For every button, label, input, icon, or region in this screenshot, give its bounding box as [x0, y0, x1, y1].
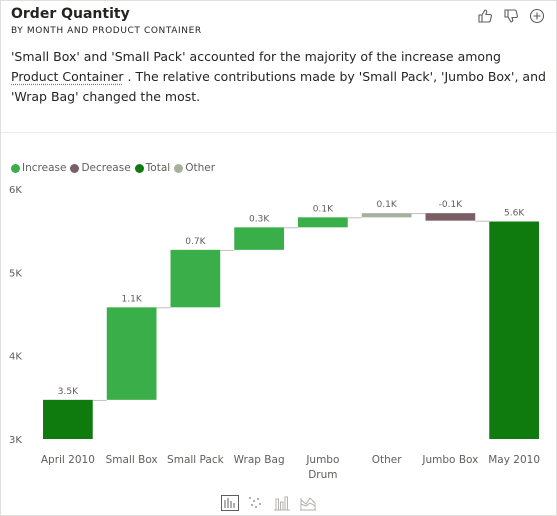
legend-dot-other	[174, 163, 184, 173]
data-label: 5.6K	[504, 209, 525, 219]
legend-label-increase: Increase	[22, 162, 67, 174]
visual-subtitle: BY MONTH AND PRODUCT CONTAINER	[11, 26, 202, 36]
waterfall-bar[interactable]	[425, 213, 476, 221]
section-divider	[1, 132, 556, 133]
x-tick-label: Jumbo Box	[421, 454, 478, 466]
legend-label-total: Total	[145, 162, 171, 174]
y-tick-label: 5K	[9, 268, 22, 279]
waterfall-bar[interactable]	[106, 307, 157, 400]
x-tick-label: Small Box	[106, 454, 158, 466]
product-container-link[interactable]: Product Container	[11, 69, 124, 84]
x-tick-label: April 2010	[41, 454, 95, 466]
legend-dot-increase	[11, 163, 20, 173]
legend-item-decrease[interactable]: Decrease	[70, 162, 131, 174]
data-label: 0.7K	[185, 237, 206, 247]
scatter-chart-icon[interactable]	[246, 494, 266, 512]
visual-header-actions	[476, 7, 546, 25]
waterfall-bar[interactable]	[170, 249, 221, 308]
waterfall-bar[interactable]	[234, 227, 284, 250]
chart-legend: Increase Decrease Total Other	[11, 162, 219, 174]
waterfall-bar[interactable]	[298, 217, 348, 228]
waterfall-bar[interactable]	[361, 213, 412, 218]
data-label: -0.1K	[439, 200, 464, 210]
data-label: 0.1K	[377, 200, 398, 210]
legend-item-increase[interactable]: Increase	[11, 162, 66, 174]
data-label: 0.3K	[249, 214, 270, 224]
data-label: 3.5K	[58, 387, 79, 397]
x-tick-label: Wrap Bag	[234, 454, 285, 466]
thumbs-down-icon[interactable]	[502, 7, 520, 25]
data-label: 0.1K	[313, 204, 334, 214]
legend-label-decrease: Decrease	[81, 162, 131, 174]
ribbon-chart-icon[interactable]	[298, 494, 318, 512]
waterfall-chart-icon[interactable]	[220, 494, 240, 512]
x-tick-label: Other	[372, 454, 402, 466]
narrative-text-end: . The relative contributions made by 'Sm…	[11, 69, 546, 104]
x-tick-label: May 2010	[488, 454, 540, 466]
add-icon[interactable]	[528, 7, 546, 25]
x-tick-label: Jumbo	[305, 454, 339, 466]
x-tick-label: Drum	[308, 469, 337, 481]
legend-dot-decrease	[70, 163, 80, 173]
smart-narrative: 'Small Box' and 'Small Pack' accounted f…	[11, 47, 546, 107]
visual-title: Order Quantity	[11, 6, 130, 22]
visual-type-switcher	[220, 494, 318, 512]
x-tick-label: Small Pack	[167, 454, 225, 466]
y-tick-label: 4K	[9, 352, 22, 363]
y-tick-label: 3K	[9, 435, 22, 446]
thumbs-up-icon[interactable]	[476, 7, 494, 25]
waterfall-bar[interactable]	[489, 221, 539, 440]
legend-dot-total	[134, 163, 144, 173]
column-chart-icon[interactable]	[272, 494, 292, 512]
data-label: 1.1K	[122, 294, 143, 304]
legend-label-other: Other	[185, 162, 216, 174]
narrative-text-start: 'Small Box' and 'Small Pack' accounted f…	[11, 49, 501, 64]
waterfall-bar[interactable]	[43, 399, 93, 439]
waterfall-chart: 3K 4K 5K 6K 3.5K April 2010 1.1K Small Box 0.7K S…	[9, 185, 540, 481]
legend-item-other[interactable]: Other	[174, 162, 215, 174]
legend-item-total[interactable]: Total	[134, 162, 171, 174]
y-tick-label: 6K	[9, 185, 22, 196]
